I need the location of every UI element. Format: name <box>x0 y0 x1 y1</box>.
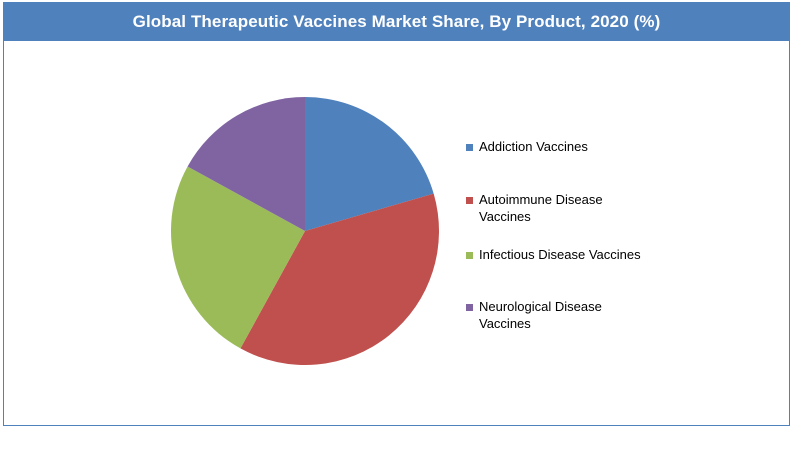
legend-item-neurological: Neurological Disease Vaccines <box>466 298 614 332</box>
legend-label: Autoimmune Disease Vaccines <box>479 192 603 224</box>
pie-slice-neurological <box>187 97 305 231</box>
pie-slice-infectious <box>170 166 305 349</box>
chart-title-bar: Global Therapeutic Vaccines Market Share… <box>4 3 789 41</box>
legend-label: Neurological Disease Vaccines <box>479 299 602 331</box>
pie-slice-addiction <box>305 97 434 231</box>
chart-title: Global Therapeutic Vaccines Market Share… <box>132 12 661 31</box>
legend-swatch <box>466 197 473 204</box>
pie-slice-autoimmune <box>240 193 439 365</box>
legend-item-autoimmune: Autoimmune Disease Vaccines <box>466 191 607 225</box>
legend-label: Infectious Disease Vaccines <box>479 247 641 262</box>
chart-frame: Global Therapeutic Vaccines Market Share… <box>3 2 790 426</box>
legend-swatch <box>466 144 473 151</box>
legend-swatch <box>466 304 473 311</box>
legend-label: Addiction Vaccines <box>479 139 588 154</box>
legend-item-infectious: Infectious Disease Vaccines <box>466 246 659 263</box>
legend-item-addiction: Addiction Vaccines <box>466 138 659 155</box>
legend-swatch <box>466 252 473 259</box>
